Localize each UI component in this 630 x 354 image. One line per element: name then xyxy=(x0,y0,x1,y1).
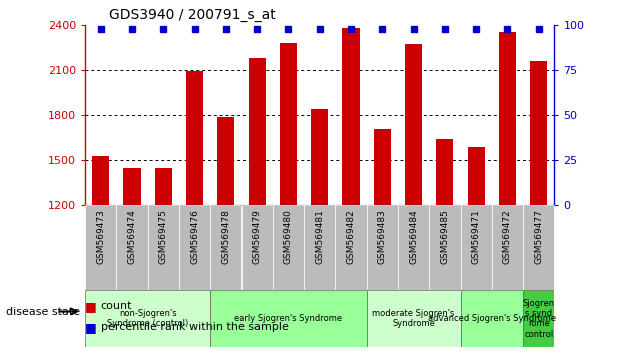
Text: ■: ■ xyxy=(85,321,97,334)
Bar xyxy=(249,58,266,205)
Text: early Sjogren's Syndrome: early Sjogren's Syndrome xyxy=(234,314,343,323)
Bar xyxy=(398,205,429,290)
Bar xyxy=(217,116,234,205)
Bar xyxy=(492,205,523,290)
Bar xyxy=(273,205,304,290)
Text: GSM569485: GSM569485 xyxy=(440,210,449,264)
Bar xyxy=(343,28,360,205)
Bar xyxy=(241,205,273,290)
Text: moderate Sjogren's
Syndrome: moderate Sjogren's Syndrome xyxy=(372,309,455,328)
Bar xyxy=(523,205,554,290)
Bar xyxy=(280,43,297,205)
Text: GSM569483: GSM569483 xyxy=(378,210,387,264)
Bar xyxy=(123,168,140,205)
Text: non-Sjogren's
Syndrome (control): non-Sjogren's Syndrome (control) xyxy=(107,309,188,328)
Bar xyxy=(367,290,461,347)
Text: GSM569473: GSM569473 xyxy=(96,210,105,264)
Bar xyxy=(117,205,147,290)
Bar xyxy=(367,205,398,290)
Bar xyxy=(186,72,203,205)
Text: advanced Sjogren's Syndrome: advanced Sjogren's Syndrome xyxy=(428,314,556,323)
Bar xyxy=(523,290,554,347)
Text: GSM569475: GSM569475 xyxy=(159,210,168,264)
Bar xyxy=(499,32,516,205)
Text: count: count xyxy=(101,301,132,311)
Text: disease state: disease state xyxy=(6,307,81,316)
Bar xyxy=(311,109,328,205)
Bar xyxy=(304,205,335,290)
Text: GSM569478: GSM569478 xyxy=(221,210,231,264)
Text: GSM569477: GSM569477 xyxy=(534,210,543,264)
Text: GSM569474: GSM569474 xyxy=(127,210,137,264)
Text: GDS3940 / 200791_s_at: GDS3940 / 200791_s_at xyxy=(108,8,275,22)
Bar xyxy=(155,168,172,205)
Bar xyxy=(85,205,117,290)
Bar xyxy=(92,156,109,205)
Bar xyxy=(461,290,523,347)
Bar xyxy=(405,44,422,205)
Bar xyxy=(467,147,484,205)
Text: GSM569472: GSM569472 xyxy=(503,210,512,264)
Text: Sjogren
s synd
rome
control: Sjogren s synd rome control xyxy=(523,298,555,339)
Bar xyxy=(530,61,547,205)
Text: ■: ■ xyxy=(85,300,97,313)
Text: GSM569481: GSM569481 xyxy=(315,210,324,264)
Bar xyxy=(335,205,367,290)
Bar xyxy=(461,205,492,290)
Text: GSM569471: GSM569471 xyxy=(472,210,481,264)
Text: GSM569476: GSM569476 xyxy=(190,210,199,264)
Text: GSM569482: GSM569482 xyxy=(346,210,355,264)
Bar xyxy=(437,139,454,205)
Bar xyxy=(147,205,179,290)
Text: GSM569479: GSM569479 xyxy=(253,210,261,264)
Text: percentile rank within the sample: percentile rank within the sample xyxy=(101,322,289,332)
Bar xyxy=(210,290,367,347)
Text: GSM569480: GSM569480 xyxy=(284,210,293,264)
Bar xyxy=(179,205,210,290)
Bar xyxy=(429,205,461,290)
Bar xyxy=(374,129,391,205)
Text: GSM569484: GSM569484 xyxy=(409,210,418,264)
Bar xyxy=(85,290,210,347)
Bar xyxy=(210,205,241,290)
